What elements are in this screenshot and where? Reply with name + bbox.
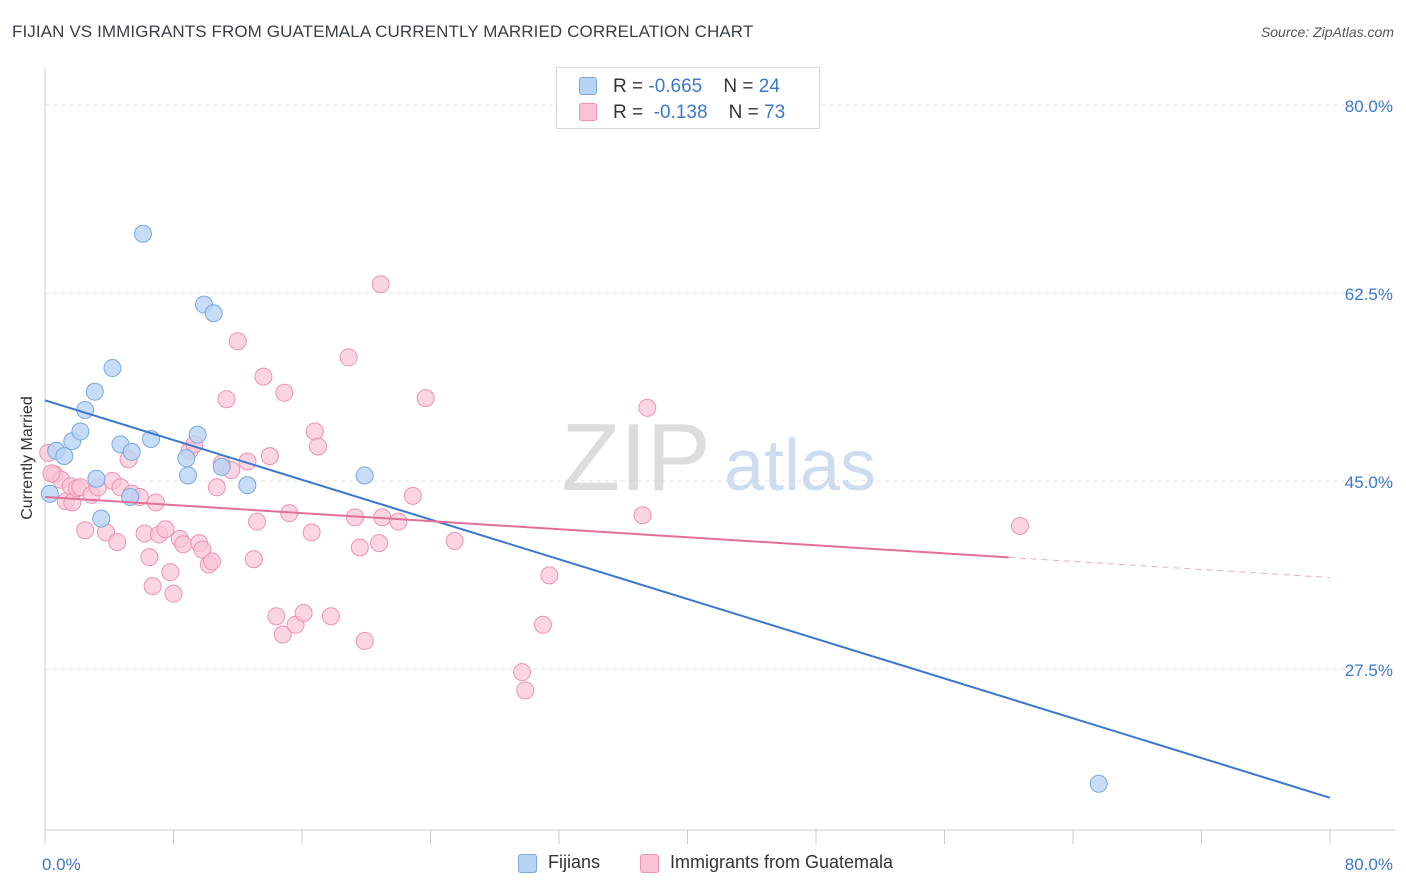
guatemala-point	[164, 584, 183, 603]
fijians-point	[85, 382, 104, 401]
guatemala-point	[161, 563, 180, 582]
guatemala-point	[193, 540, 212, 559]
guatemala-point	[108, 533, 127, 552]
trend-lines	[44, 399, 1331, 799]
guatemala-point	[203, 552, 222, 571]
x-tick-label-min: 0.0%	[42, 855, 81, 874]
guatemala-point	[76, 521, 95, 540]
guatemala-points	[39, 275, 1029, 700]
fijians-trend-line	[44, 399, 1331, 799]
chart-title: FIJIAN VS IMMIGRANTS FROM GUATEMALA CURR…	[12, 22, 754, 41]
fijians-point	[71, 422, 90, 441]
watermark-atlas: atlas	[724, 426, 876, 506]
guatemala-point	[275, 383, 294, 402]
guatemala-point	[350, 538, 369, 557]
guatemala-point	[445, 532, 464, 551]
source-label: Source: ZipAtlas.com	[1260, 24, 1394, 40]
guatemala-point	[146, 493, 165, 512]
guatemala-point	[309, 437, 328, 456]
guatemala-point	[370, 534, 389, 553]
fijians-point	[355, 466, 374, 485]
fijians-point	[212, 457, 231, 476]
bottom-guatemala-swatch	[640, 854, 659, 873]
fijians-point	[122, 442, 141, 461]
fijians-point	[178, 466, 197, 485]
guatemala-point	[217, 390, 236, 409]
guatemala-point	[533, 615, 552, 634]
guatemala-point	[143, 577, 162, 596]
guatemala-point	[273, 625, 292, 644]
guatemala-point	[540, 566, 559, 585]
guatemala-point	[244, 550, 263, 569]
guatemala-point	[416, 389, 435, 408]
y-tick-label: 45.0%	[1345, 473, 1393, 492]
guatemala-point	[1010, 516, 1029, 535]
guatemala-point	[174, 535, 193, 554]
guatemala-trend-line	[44, 495, 1009, 559]
guatemala-point	[339, 348, 358, 367]
guatemala-swatch	[579, 103, 597, 121]
guatemala-point	[321, 607, 340, 626]
guatemala-point	[254, 367, 273, 386]
guatemala-point	[516, 681, 535, 700]
legend-text-guatemala: R = -0.138 N = 73	[613, 102, 786, 123]
tick-labels: 27.5% 45.0% 62.5% 80.0% 0.0% 80.0%	[42, 97, 1393, 874]
guatemala-point	[389, 512, 408, 531]
fijians-point	[188, 425, 207, 444]
guatemala-point	[156, 520, 175, 539]
guatemala-point	[305, 422, 324, 441]
fijians-point	[133, 224, 152, 243]
y-tick-label: 27.5%	[1345, 661, 1393, 680]
guatemala-point	[403, 486, 422, 505]
guatemala-point	[238, 452, 257, 471]
guatemala-point	[638, 398, 657, 417]
grid-lines	[45, 104, 1395, 670]
fijians-point	[40, 484, 59, 503]
y-tick-label: 62.5%	[1345, 285, 1393, 304]
guatemala-point	[260, 447, 279, 466]
fijians-point	[103, 359, 122, 378]
guatemala-point	[42, 464, 61, 483]
watermark-zip: ZIP	[561, 404, 710, 511]
x-tick-label-max: 80.0%	[1345, 855, 1393, 874]
fijians-point	[177, 449, 196, 468]
guatemala-point	[633, 506, 652, 525]
fijians-point	[87, 469, 106, 488]
guatemala-point	[140, 548, 159, 567]
bottom-guatemala-label: Immigrants from Guatemala	[670, 852, 894, 872]
fijians-points	[40, 224, 1108, 793]
bottom-fijians-label: Fijians	[548, 852, 601, 872]
guatemala-point	[228, 332, 247, 351]
guatemala-point	[355, 631, 374, 650]
guatemala-point	[207, 478, 226, 497]
guatemala-trend-extension	[1008, 556, 1331, 579]
fijians-point	[238, 476, 257, 495]
guatemala-point	[371, 275, 390, 294]
fijians-point	[204, 304, 223, 323]
y-tick-label: 80.0%	[1345, 97, 1393, 116]
guatemala-point	[248, 512, 267, 531]
fijians-point	[92, 509, 111, 528]
guatemala-point	[302, 523, 321, 542]
legend-text-fijians: R = -0.665 N = 24	[613, 76, 780, 97]
fijians-swatch	[579, 77, 597, 95]
guatemala-point	[513, 663, 532, 682]
bottom-fijians-swatch	[518, 854, 537, 873]
fijians-point	[1089, 774, 1108, 793]
fijians-point	[55, 447, 74, 466]
guatemala-point	[267, 607, 286, 626]
guatemala-point	[294, 603, 313, 622]
correlation-legend: R = -0.665 N = 24 R = -0.138 N = 73	[556, 67, 820, 129]
